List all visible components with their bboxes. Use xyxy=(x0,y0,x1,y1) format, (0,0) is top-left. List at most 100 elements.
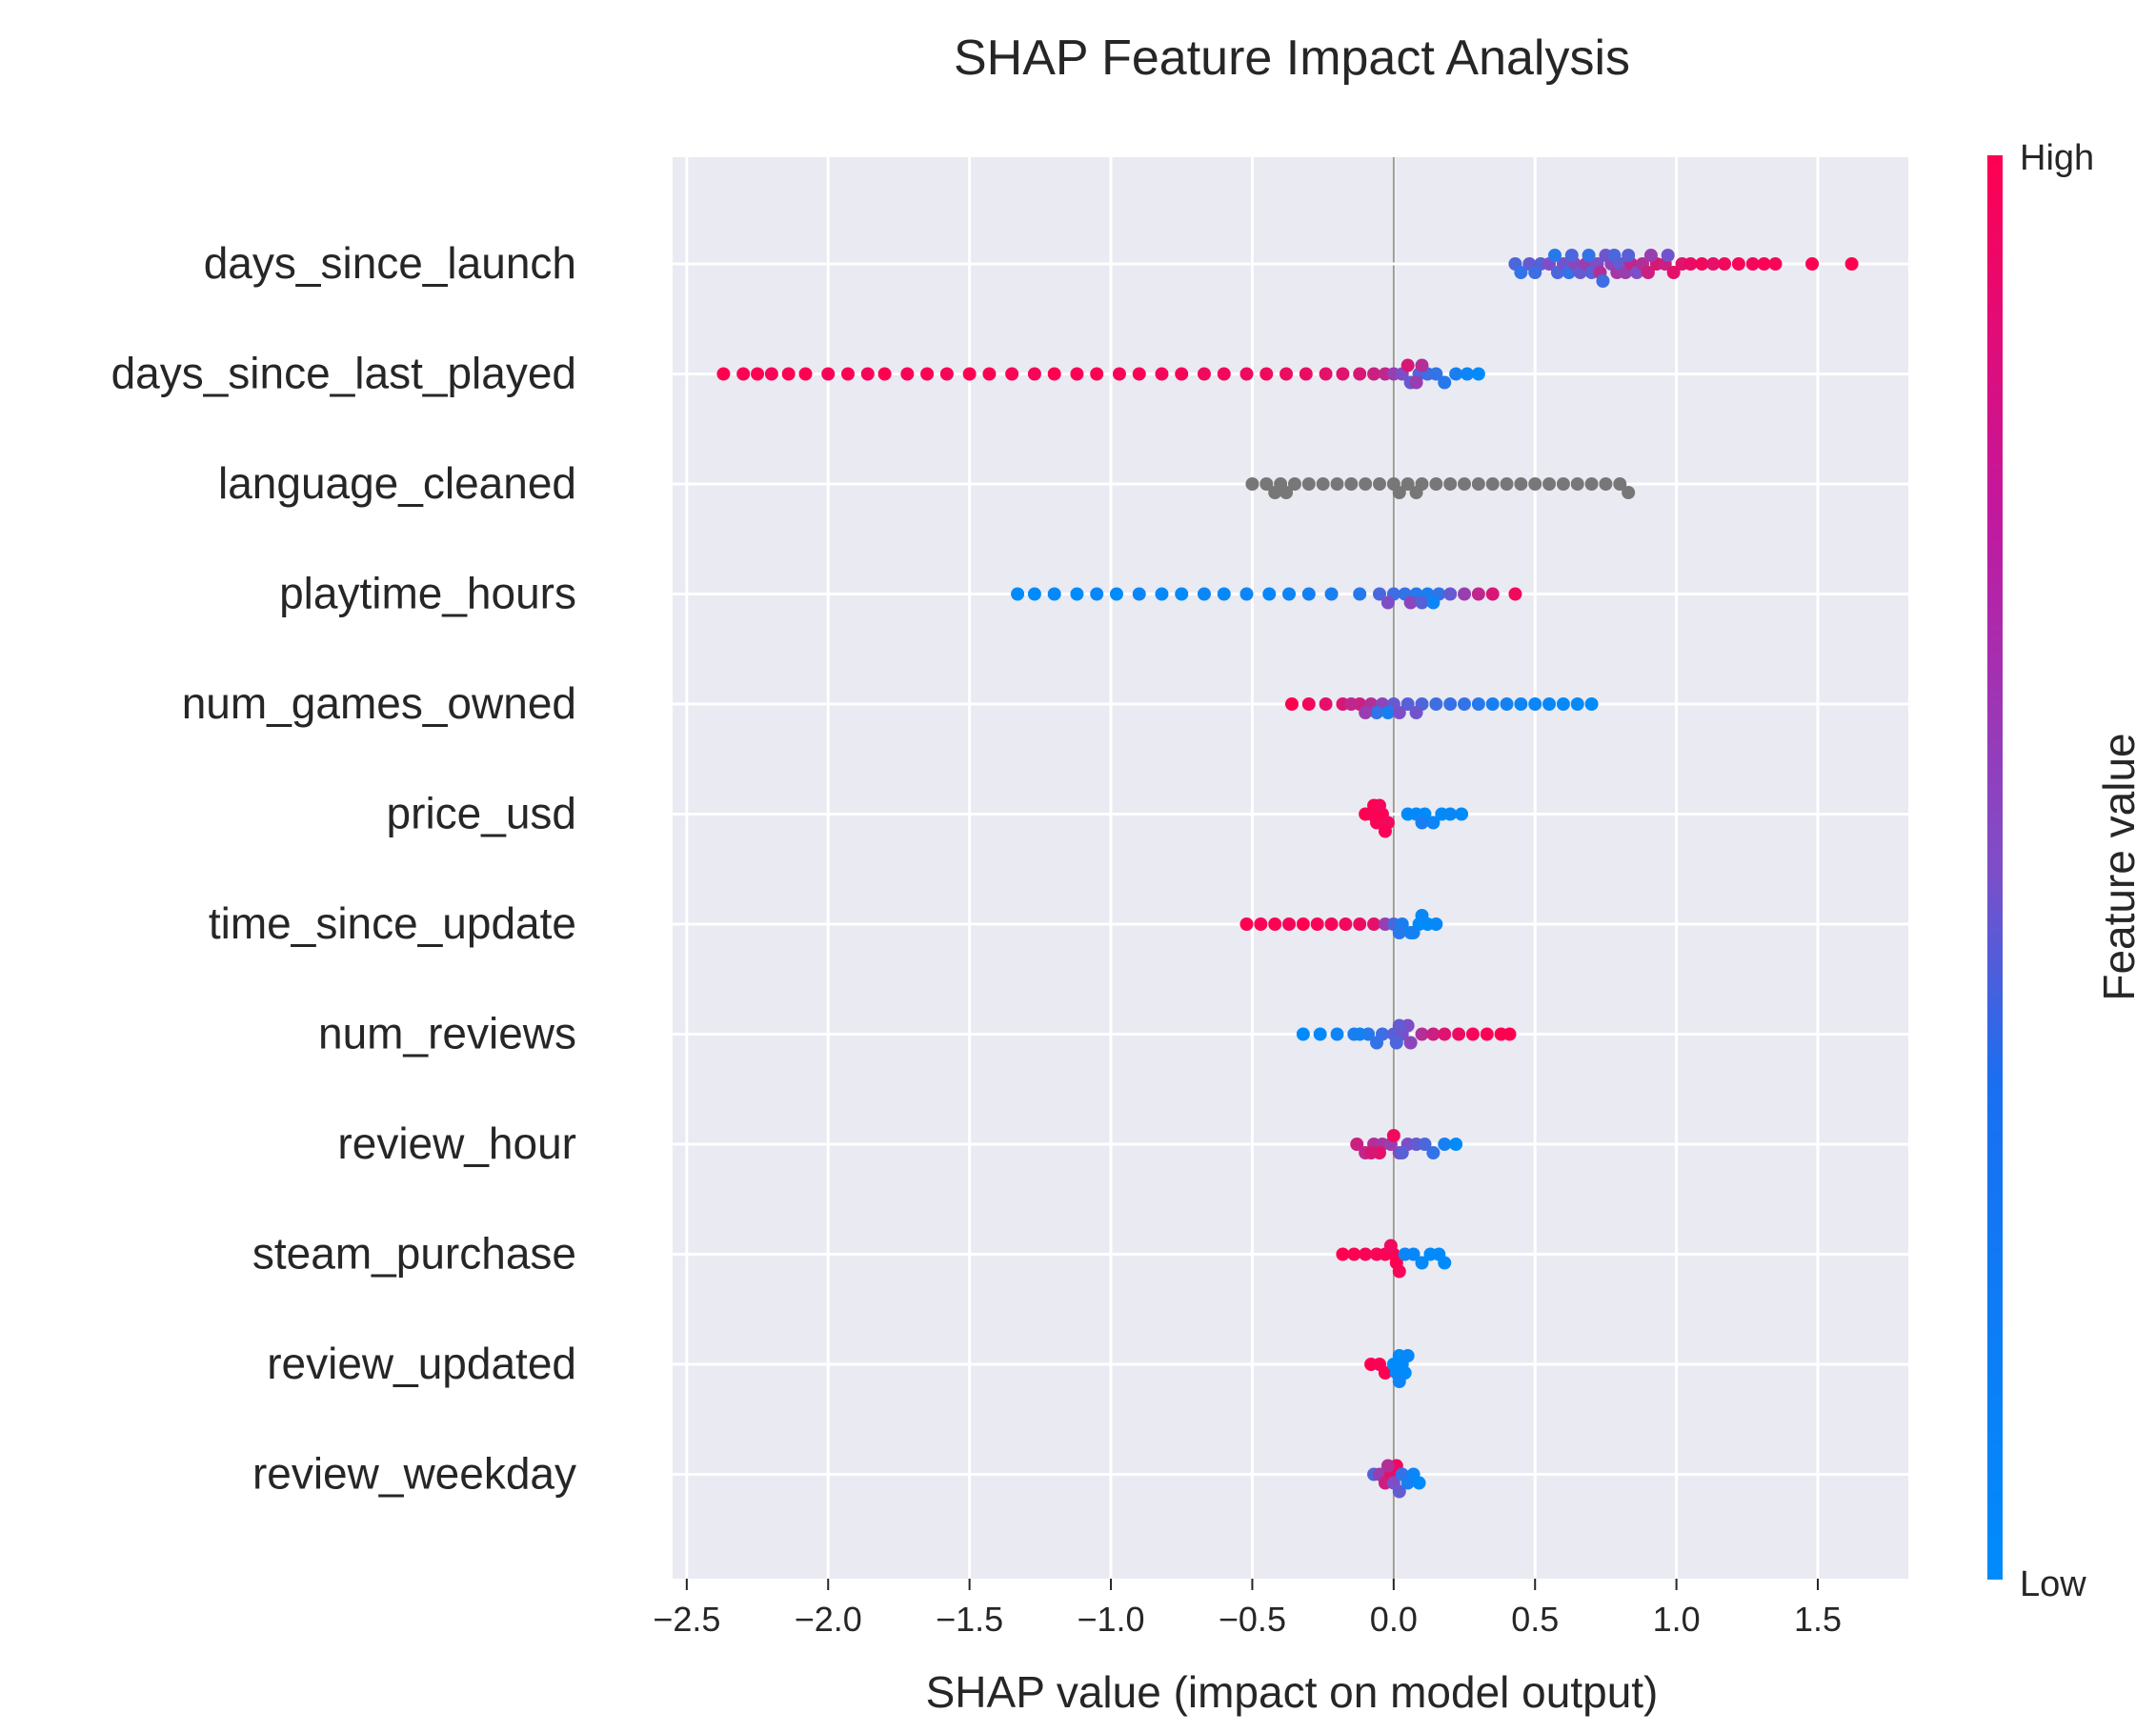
shap-point xyxy=(1175,367,1189,381)
shap-point xyxy=(1458,587,1472,601)
shap-point xyxy=(1465,1027,1480,1041)
colorbar-gradient xyxy=(1987,155,2003,1580)
feature-labels: days_since_launch days_since_last_playedl… xyxy=(111,238,576,1499)
shap-point xyxy=(1695,257,1709,271)
shap-point xyxy=(1282,587,1297,601)
shap-point xyxy=(1372,587,1386,601)
shap-point xyxy=(1415,816,1429,830)
x-tick-labels: −2.5 −2.0 −1.5 −1.0 −0.5 0.0 0.5 1.0 1.5 xyxy=(653,1579,1842,1639)
shap-point xyxy=(1259,367,1274,381)
shap-point xyxy=(1471,697,1485,711)
shap-point xyxy=(1718,257,1732,271)
shap-point xyxy=(1392,1018,1406,1033)
shap-point xyxy=(1415,909,1429,922)
feature-label: review_updated xyxy=(267,1339,576,1388)
shap-point xyxy=(1047,587,1061,601)
shap-point xyxy=(1353,1027,1367,1041)
chart-title: SHAP Feature Impact Analysis xyxy=(954,30,1630,86)
shap-point xyxy=(1027,367,1041,381)
feature-label: time_since_update xyxy=(209,898,576,948)
x-tick-label: 0.5 xyxy=(1511,1600,1559,1639)
shap-point xyxy=(1370,1036,1384,1050)
colorbar: High Low Feature value xyxy=(1987,138,2144,1604)
shap-point xyxy=(1409,706,1423,719)
shap-point xyxy=(1350,1138,1364,1151)
shap-point xyxy=(1370,706,1384,719)
shap-point xyxy=(1359,1247,1373,1261)
shap-point xyxy=(1400,477,1415,491)
shap-point xyxy=(1197,367,1211,381)
shap-point xyxy=(1070,587,1084,601)
shap-point xyxy=(1480,1027,1494,1041)
shap-point xyxy=(1268,486,1282,499)
shap-point xyxy=(939,367,954,381)
shap-point xyxy=(1683,257,1698,271)
shap-point xyxy=(1731,257,1745,271)
shap-point xyxy=(1239,367,1254,381)
shap-point xyxy=(1011,587,1025,601)
shap-point xyxy=(1406,1247,1421,1261)
shap-point xyxy=(1415,1256,1429,1270)
shap-point xyxy=(1613,477,1627,491)
x-tick-label: 1.0 xyxy=(1653,1600,1701,1639)
shap-point xyxy=(1622,249,1636,262)
feature-label: playtime_hours xyxy=(279,569,576,618)
shap-point xyxy=(1400,1349,1415,1362)
shap-point xyxy=(1400,697,1415,711)
x-tick-label: −2.0 xyxy=(795,1600,862,1639)
shap-point xyxy=(1155,367,1169,381)
shap-point xyxy=(1406,926,1421,939)
shap-point xyxy=(962,367,977,381)
shap-point xyxy=(1429,477,1443,491)
shap-point xyxy=(781,367,796,381)
shap-point xyxy=(1380,706,1395,719)
shap-point xyxy=(1245,477,1259,491)
shap-point xyxy=(1359,706,1373,719)
shap-point xyxy=(1392,1375,1406,1388)
data-points xyxy=(716,249,1859,1499)
shap-point xyxy=(1364,1146,1379,1159)
shap-point xyxy=(1548,249,1562,262)
shap-point xyxy=(1047,367,1061,381)
shap-point xyxy=(751,367,765,381)
shap-point xyxy=(1217,587,1231,601)
shap-point xyxy=(1528,477,1542,491)
x-tick-label: −1.0 xyxy=(1077,1600,1144,1639)
shap-point xyxy=(1301,477,1316,491)
shap-point xyxy=(1460,367,1474,381)
shap-point xyxy=(1155,587,1169,601)
shap-point xyxy=(1508,587,1522,601)
shap-point xyxy=(1112,367,1126,381)
shap-point xyxy=(1344,477,1359,491)
feature-label: num_reviews xyxy=(318,1009,576,1058)
shap-point xyxy=(1389,1036,1403,1050)
shap-point xyxy=(1259,477,1274,491)
x-tick-label: −0.5 xyxy=(1219,1600,1286,1639)
shap-point xyxy=(1378,1366,1392,1380)
shap-point xyxy=(1584,477,1599,491)
x-tick-label: −2.5 xyxy=(653,1600,720,1639)
shap-point xyxy=(1070,367,1084,381)
shap-point xyxy=(1380,595,1395,610)
shap-point xyxy=(1262,587,1277,601)
shap-point xyxy=(1392,1264,1406,1279)
colorbar-high-label: High xyxy=(2020,138,2094,178)
shap-point xyxy=(1485,477,1500,491)
shap-point xyxy=(1570,477,1584,491)
shap-point xyxy=(1409,375,1423,390)
shap-point xyxy=(1500,477,1514,491)
shap-point xyxy=(1336,1247,1350,1261)
shap-point xyxy=(841,367,856,381)
shap-point xyxy=(1429,917,1443,931)
shap-point xyxy=(1217,367,1231,381)
shap-point xyxy=(1426,1027,1441,1041)
x-tick-label: 1.5 xyxy=(1794,1600,1842,1639)
shap-point xyxy=(1471,367,1485,381)
shap-point xyxy=(1090,367,1104,381)
shap-point xyxy=(1415,358,1429,373)
shap-point xyxy=(1584,697,1599,711)
shap-point xyxy=(1400,358,1415,373)
shap-point xyxy=(877,367,892,381)
feature-label: review_weekday xyxy=(252,1449,576,1499)
shap-point xyxy=(1768,257,1783,271)
